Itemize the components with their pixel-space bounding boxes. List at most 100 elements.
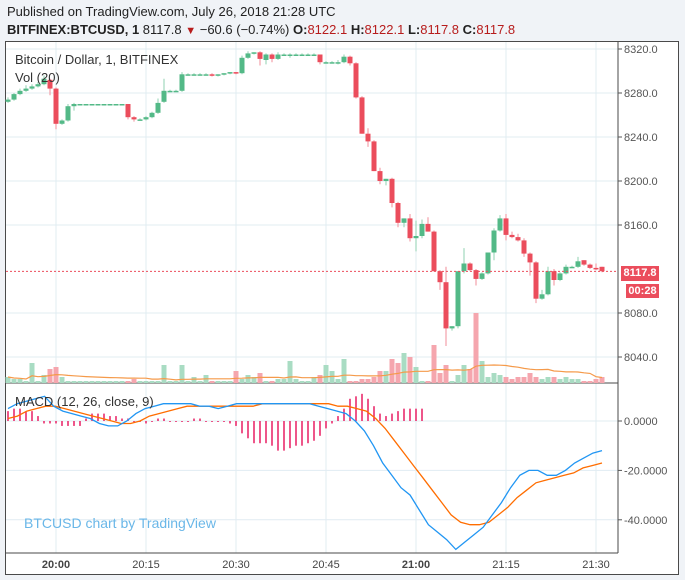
volume-bar — [59, 377, 65, 383]
candle-body — [161, 90, 167, 102]
candle-body — [515, 237, 521, 241]
candle-body — [563, 266, 569, 274]
chart-frame[interactable] — [5, 41, 679, 575]
candle-body — [551, 271, 557, 280]
candle-body — [197, 74, 203, 76]
candle-body — [353, 63, 359, 98]
volume-bar — [485, 377, 491, 383]
price-tick-label: 8240.0 — [624, 132, 658, 144]
candle-body — [221, 73, 227, 75]
candle-body — [485, 252, 491, 274]
candle-body — [581, 260, 587, 265]
candle-body — [503, 218, 509, 235]
volume-bar — [113, 381, 119, 383]
candle-body — [5, 99, 11, 102]
down-arrow-icon: ▼ — [185, 25, 197, 37]
candle-body — [107, 104, 113, 106]
time-tick-label: 20:15 — [132, 559, 160, 571]
macd-line — [7, 395, 603, 551]
candle-body — [443, 282, 449, 329]
volume-bar — [551, 377, 557, 383]
volume-bar — [5, 377, 11, 383]
open-label: O: — [292, 22, 308, 37]
volume-bar — [593, 379, 599, 383]
time-tick-label: 21:00 — [402, 559, 430, 571]
candle-body — [143, 117, 149, 120]
candle-body — [41, 78, 47, 85]
candle-body — [287, 54, 293, 56]
candle-body — [239, 57, 245, 74]
volume-bar — [545, 377, 551, 383]
high-label: H: — [350, 22, 365, 37]
volume-bar — [449, 381, 455, 383]
close-value: 8117.8 — [476, 22, 516, 37]
price-tag: 8117.8 — [621, 266, 659, 281]
open-value: 8122.1 — [307, 22, 348, 37]
volume-bar — [149, 381, 155, 383]
candle-body — [575, 261, 581, 267]
candle-body — [377, 171, 383, 181]
volume-bar — [581, 381, 587, 383]
volume-bar — [179, 365, 185, 383]
candle-body — [101, 104, 107, 106]
volume-label: Vol (20) — [15, 70, 60, 85]
volume-bar — [533, 377, 539, 383]
volume-bar — [77, 381, 83, 383]
candle-body — [311, 54, 317, 56]
volume-bar — [563, 377, 569, 383]
volume-bar — [263, 381, 269, 383]
volume-bar — [131, 379, 137, 383]
candle-body — [389, 178, 395, 203]
candle-body — [401, 218, 407, 223]
volume-bar — [389, 359, 395, 383]
candle-body — [215, 74, 221, 76]
candle-body — [533, 262, 539, 299]
candle-body — [53, 88, 59, 124]
candle-body — [521, 240, 527, 254]
candle-body — [569, 266, 575, 269]
candle-body — [431, 231, 437, 272]
volume-bar — [371, 377, 377, 383]
candle-body — [149, 112, 155, 118]
volume-bar — [137, 381, 143, 383]
volume-bar — [155, 381, 161, 383]
candle-body — [293, 54, 299, 56]
volume-bar — [377, 371, 383, 383]
volume-bar — [221, 381, 227, 383]
candle-body — [461, 263, 467, 272]
price-tick-label: 8160.0 — [624, 220, 658, 232]
candle-body — [329, 62, 335, 64]
candle-body — [125, 104, 131, 118]
volume-bar — [521, 377, 527, 383]
volume-bar — [95, 381, 101, 383]
candle-body — [11, 94, 17, 100]
macd-label: MACD (12, 26, close, 9) — [15, 394, 154, 409]
candle-body — [449, 326, 455, 329]
candle-body — [17, 90, 23, 95]
volume-bar — [305, 381, 311, 383]
volume-bar — [143, 381, 149, 383]
candle-body — [599, 266, 605, 272]
candle-body — [455, 271, 461, 327]
candle-body — [305, 54, 311, 56]
volume-bar — [161, 365, 167, 383]
candle-body — [593, 267, 599, 270]
price-change: −60.6 (−0.74%) — [199, 22, 290, 37]
candle-body — [467, 263, 473, 271]
candle-body — [371, 141, 377, 172]
volume-bar — [599, 377, 605, 383]
candle-body — [335, 62, 341, 64]
volume-bar — [575, 379, 581, 383]
candle-body — [323, 62, 329, 64]
candle-body — [299, 54, 305, 56]
volume-bar — [89, 381, 95, 383]
macd-tick-label: -40.0000 — [624, 515, 667, 527]
volume-bar — [275, 379, 281, 383]
candle-body — [185, 74, 191, 76]
volume-bar — [467, 369, 473, 383]
time-tick-label: 20:45 — [312, 559, 340, 571]
candle-body — [119, 104, 125, 106]
volume-bar — [455, 375, 461, 383]
symbol-name: BITFINEX:BTCUSD, 1 — [7, 22, 140, 37]
